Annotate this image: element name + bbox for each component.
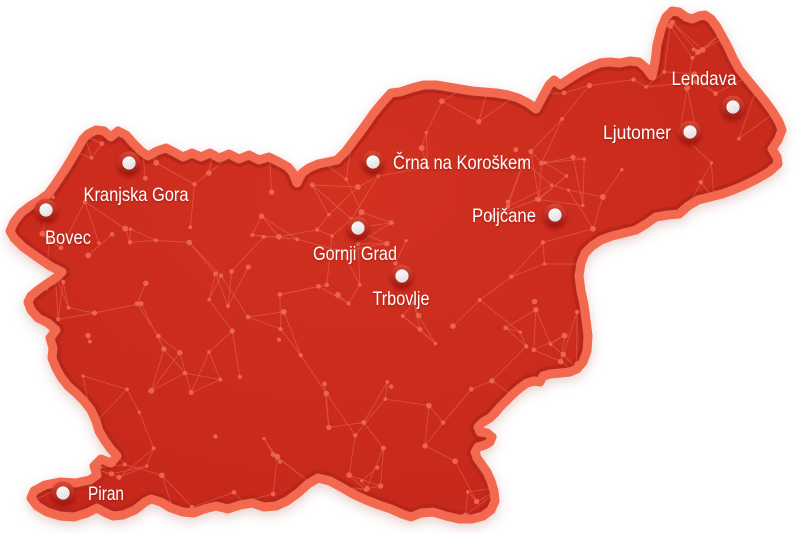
- city-marker-core: [56, 486, 70, 500]
- city-ljutomer: Ljutomer: [603, 120, 702, 144]
- city-label-piran: Piran: [88, 483, 124, 505]
- city-trbovlje: Trbovlje: [373, 264, 430, 310]
- city-marker-core: [548, 208, 562, 222]
- city-marker-core: [395, 269, 409, 283]
- city-label-poljcane: Poljčane: [472, 205, 536, 227]
- city-label-crna-na-koroskem: Črna na Koroškem: [393, 151, 531, 174]
- city-poljcane: Poljčane: [472, 203, 567, 227]
- city-gornji-grad: Gornji Grad: [313, 216, 397, 265]
- city-marker-core: [122, 156, 136, 170]
- city-label-gornji-grad: Gornji Grad: [313, 243, 397, 265]
- city-label-bovec: Bovec: [45, 227, 91, 249]
- city-marker-core: [39, 203, 53, 217]
- city-lendava: Lendava: [672, 68, 745, 119]
- city-marker-core: [726, 100, 740, 114]
- city-label-trbovlje: Trbovlje: [373, 288, 430, 310]
- city-marker-core: [366, 155, 380, 169]
- city-bovec: Bovec: [34, 198, 91, 249]
- city-label-ljutomer: Ljutomer: [603, 122, 671, 144]
- city-label-lendava: Lendava: [672, 68, 737, 90]
- city-marker-core: [683, 125, 697, 139]
- city-kranjska-gora: Kranjska Gora: [84, 151, 189, 206]
- city-crna-na-koroskem: Črna na Koroškem: [361, 150, 531, 174]
- city-piran: Piran: [51, 481, 124, 505]
- city-label-kranjska-gora: Kranjska Gora: [84, 184, 189, 206]
- city-markers-layer: Bovec Kranjska Gora Piran Črna na Koroškem G…: [34, 68, 745, 505]
- city-marker-core: [351, 221, 365, 235]
